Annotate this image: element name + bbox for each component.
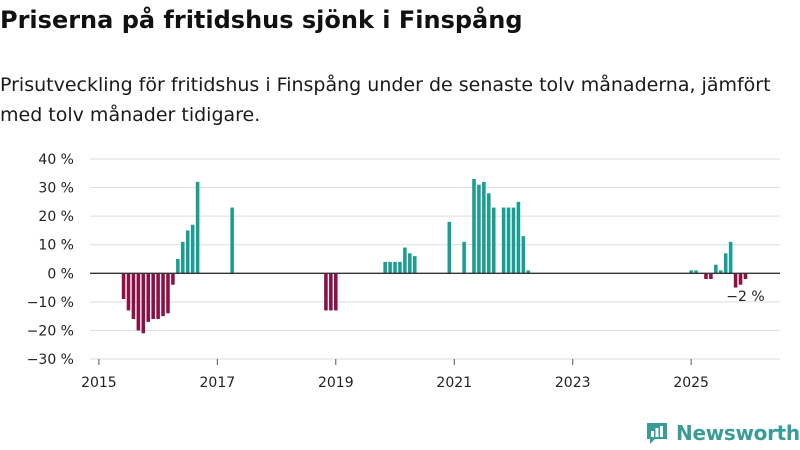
x-axis: 2015 2017 2019 2021 2023 2025 [81,359,709,391]
bar-2016-02 [161,273,165,317]
newsworthy-logo-icon [647,423,667,444]
bar-2025-07 [718,270,723,274]
bar-2021-09 [491,207,496,274]
grid-lines [90,158,780,360]
brand-logo: Newsworthy [644,418,800,448]
bar-2021-07 [482,181,486,274]
bar-2019-01 [334,273,338,311]
bar-2019-11 [383,261,387,274]
bar-2025-06 [714,264,718,274]
bar-2015-09 [136,273,141,331]
bar-2021-11 [501,207,506,274]
bar-2015-06 [121,273,126,299]
bar-2018-11 [324,273,328,311]
annotation-label: −2 % [726,289,764,305]
bar-2025-09 [728,241,733,274]
x-tick-label: 2017 [200,375,236,391]
bar-2021-05 [472,179,476,274]
bar-2015-07 [126,273,131,311]
bar-2025-05 [709,273,713,279]
bar-2020-02 [398,261,402,274]
bar-2016-09 [195,181,200,274]
bar-2025-08 [723,253,728,274]
x-tick-label: 2019 [318,375,354,391]
bar-2016-01 [156,273,160,319]
chart-subtitle: Prisutveckling för fritidshus i Finspång… [0,74,771,126]
y-axis: −30 % −20 % −10 % 0 % 10 % 20 % 30 % 40 % [27,152,74,368]
bar-2025-10 [733,273,738,288]
bar-2021-03 [462,241,466,274]
chart-title: Priserna på fritidshus sjönk i Finspång [0,6,523,34]
bar-2020-12 [447,221,452,274]
x-tick-label: 2023 [555,375,591,391]
x-tick-label: 2025 [673,375,709,391]
bar-2015-10 [141,273,146,334]
bar-2020-05 [412,256,417,274]
annotations: −2 % [726,289,764,305]
bars [121,179,748,334]
bar-2025-11 [738,273,743,285]
y-tick-label: 20 % [38,209,74,225]
y-tick-label: −20 % [27,323,74,339]
bar-2025-12 [743,273,748,279]
bar-2022-02 [516,201,521,274]
bar-2015-11 [146,273,151,322]
bar-2021-08 [487,193,491,274]
bar-2022-03 [521,236,526,274]
bar-2025-04 [704,273,708,279]
bar-2016-04 [171,273,175,285]
brand-name: Newsworthy [676,421,800,445]
bar-2025-01 [689,270,693,274]
y-tick-label: −30 % [27,352,74,368]
y-tick-label: 10 % [38,238,74,254]
bar-2021-12 [506,207,511,274]
y-tick-label: −10 % [27,295,74,311]
x-tick-label: 2015 [81,375,117,391]
bar-2020-01 [393,261,397,274]
bar-2015-08 [131,273,136,319]
bar-2019-12 [388,261,392,274]
bar-2022-04 [526,270,531,274]
bar-2022-01 [511,207,516,274]
y-tick-label: 40 % [38,152,74,168]
bar-2018-12 [329,273,333,311]
bar-2016-03 [166,273,170,314]
bar-2020-03 [403,247,407,274]
bar-2020-04 [408,253,412,274]
bar-2016-06 [181,241,185,274]
bar-2025-02 [694,270,698,274]
bar-2015-12 [151,273,155,319]
bar-2021-06 [477,184,481,274]
bar-2016-08 [190,224,195,274]
y-tick-label: 0 % [47,266,74,282]
x-tick-label: 2021 [436,375,472,391]
y-tick-label: 30 % [38,181,74,197]
bar-2016-05 [176,259,180,274]
bar-2016-07 [185,230,190,274]
bar-2017-04 [230,207,234,274]
